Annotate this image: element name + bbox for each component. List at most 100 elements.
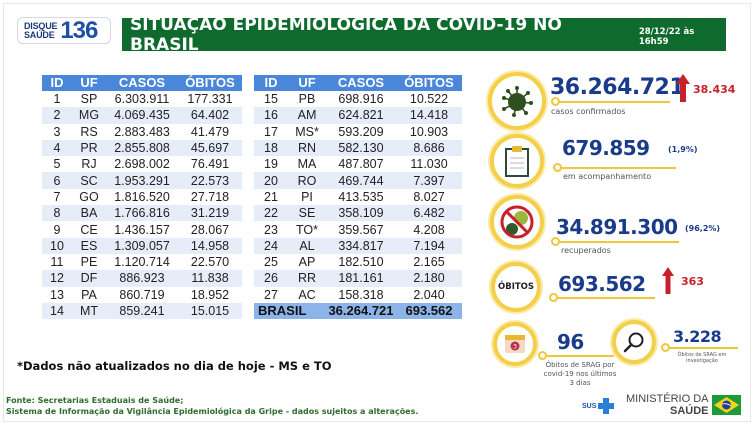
deaths-delta: 363 — [681, 275, 704, 288]
monitoring-dot — [553, 163, 562, 172]
cell-id: 6 — [42, 172, 72, 189]
brazil-flag-icon — [712, 395, 741, 415]
cell-obitos: 76.491 — [190, 157, 230, 172]
table-row: 12 DF 886.923 11.838 — [42, 270, 242, 287]
ministry-line-2: SAÚDE — [670, 405, 709, 417]
deaths-value: 693.562 — [558, 272, 646, 296]
cell-id: 27 — [264, 287, 278, 302]
deaths-dot — [549, 293, 558, 302]
cell-casos: 6.303.911 — [114, 92, 170, 107]
cell-id: 21 — [264, 189, 278, 204]
cell-casos: 469.744 — [326, 172, 396, 189]
monitoring-underline — [558, 167, 676, 169]
table-row: 2 MG 4.069.435 64.402 — [42, 107, 242, 124]
monitoring-icon-ring — [490, 134, 544, 188]
table-row: 9 CE 1.436.157 28.067 — [42, 221, 242, 237]
hotline-top: DISQUE — [24, 20, 58, 31]
col-uf: UF — [288, 75, 326, 91]
cell-obitos: 22.570 — [190, 255, 230, 270]
cell-uf: PA — [81, 287, 97, 302]
deaths-underline — [553, 297, 655, 299]
cell-id: 25 — [264, 255, 278, 270]
table-row: 13 PA 860.719 18.952 — [42, 287, 242, 303]
table-row: 17 MS* 593.209 10.903 — [254, 124, 462, 140]
cell-obitos: 2.040 — [413, 287, 445, 302]
table-row: 21 PI 413.535 8.027 — [254, 189, 462, 205]
monitoring-percent: (1,9%) — [668, 145, 698, 154]
cell-obitos: 11.030 — [410, 157, 448, 172]
monitoring-value: 679.859 — [562, 136, 650, 160]
cell-uf: AP — [298, 255, 316, 270]
table-row: 1 SP 6.303.911 177.331 — [42, 91, 242, 107]
cell-obitos: 2.180 — [396, 270, 462, 287]
cell-casos: 2.855.808 — [106, 139, 178, 157]
recovered-dot — [551, 237, 560, 246]
table-row: 25 AP 182.510 2.165 — [254, 254, 462, 270]
srag-recent-icon-ring: 3 — [493, 322, 537, 366]
arrow-up-icon — [662, 267, 674, 294]
recovered-percent: (96,2%) — [685, 224, 721, 233]
hotline-number: 136 — [60, 16, 98, 44]
table-header-row: ID UF CASOS ÓBITOS — [254, 75, 462, 91]
cell-id: 13 — [50, 287, 64, 302]
col-id: ID — [42, 75, 72, 91]
cell-obitos: 45.697 — [178, 139, 242, 157]
cell-uf: PE — [80, 255, 98, 270]
magnifier-icon — [623, 332, 644, 353]
calendar-icon: 3 — [505, 335, 525, 353]
table-row: 22 SE 358.109 6.482 — [254, 205, 462, 222]
cell-casos: 593.209 — [338, 124, 384, 139]
cell-casos: 582.130 — [326, 139, 396, 157]
cell-casos: 4.069.435 — [106, 107, 178, 124]
cell-id: 18 — [254, 139, 288, 157]
cell-uf: SP — [80, 92, 98, 107]
arrow-up-icon — [676, 74, 690, 102]
cell-id: 16 — [254, 107, 288, 124]
cell-casos: 624.821 — [326, 107, 396, 124]
total-label: BRASIL — [254, 302, 326, 320]
cell-casos: 487.807 — [338, 157, 384, 172]
cell-id: 20 — [254, 172, 288, 189]
confirmed-icon-ring — [488, 72, 546, 130]
srag-recent-value: 96 — [557, 330, 584, 354]
cell-uf: MA — [297, 157, 317, 172]
cell-uf: AC — [298, 287, 316, 302]
cell-id: 3 — [53, 124, 61, 139]
cell-uf: SC — [72, 172, 106, 189]
confirmed-underline — [557, 101, 670, 103]
confirmed-value: 36.264.721 — [550, 75, 685, 100]
table-row: 18 RN 582.130 8.686 — [254, 139, 462, 157]
cell-id: 12 — [42, 270, 72, 287]
table-row: 4 PR 2.855.808 45.697 — [42, 139, 242, 157]
srag-recent-dot — [538, 351, 547, 360]
cell-obitos: 64.402 — [178, 107, 242, 124]
cell-obitos: 27.718 — [190, 189, 230, 204]
table-row: 3 RS 2.883.483 41.479 — [42, 124, 242, 140]
sus-logo: SUS — [582, 398, 615, 414]
title-bar: SITUAÇÃO EPIDEMIOLÓGICA DA COVID-19 NO B… — [122, 15, 726, 55]
timestamp: 28/12/22 às 16h59 — [638, 26, 695, 47]
no-virus-icon — [500, 205, 534, 239]
svg-text:3: 3 — [513, 344, 517, 351]
cell-casos: 413.535 — [338, 189, 384, 204]
cell-uf: MT — [72, 302, 106, 320]
cell-id: 8 — [42, 205, 72, 222]
recovered-label: recuperados — [561, 246, 611, 255]
cell-id: 10 — [42, 237, 72, 254]
disque-saude-logo: DISQUE SAÚDE 136 — [17, 17, 111, 44]
cell-casos: 358.109 — [326, 205, 396, 222]
cell-uf: BA — [72, 205, 106, 222]
deaths-badge: ÓBITOS — [497, 282, 534, 292]
cell-casos: 1.816.520 — [114, 189, 170, 204]
table-row: 16 AM 624.821 14.418 — [254, 107, 462, 124]
cross-icon — [598, 398, 615, 414]
srag-investigation-label: Óbitos de SRAG em investigação — [677, 352, 727, 364]
cell-obitos: 4.208 — [413, 222, 445, 237]
cell-id: 2 — [42, 107, 72, 124]
confirmed-delta: 38.434 — [693, 83, 736, 96]
srag-recent-underline — [542, 355, 614, 357]
cell-casos: 860.719 — [119, 287, 165, 302]
cell-casos: 2.698.002 — [114, 157, 170, 172]
cell-casos: 1.953.291 — [106, 172, 178, 189]
cell-uf: RJ — [81, 157, 97, 172]
